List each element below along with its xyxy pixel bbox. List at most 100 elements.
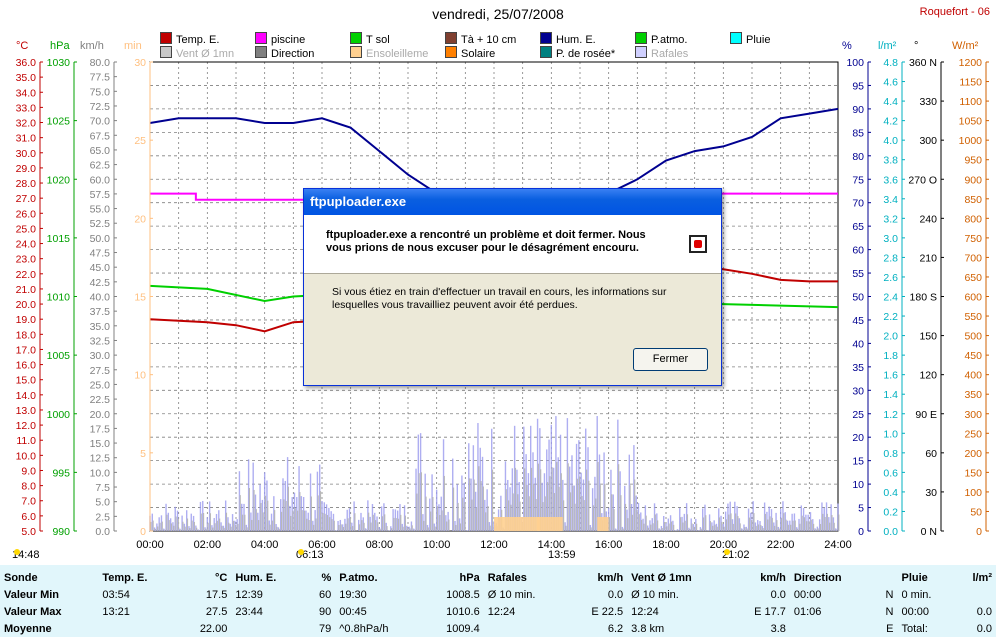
axis-tick-label: 28.0: [16, 178, 37, 190]
stats-cell: 19:30: [339, 588, 367, 601]
stats-cell: 79: [319, 622, 332, 635]
stats-header-cell: %: [321, 571, 332, 584]
stats-row-avg: Moyenne 22.00 79 ^0.8hPa/h 1009.4 6.2 3.8 km 3.…: [0, 620, 996, 637]
axis-tick-label: 300: [964, 409, 982, 421]
axis-tick-label: 22.5: [90, 394, 111, 406]
sun-times: 14:48 06:13 13:59 21:02: [12, 549, 750, 561]
stats-cell: 1010.6: [446, 605, 480, 618]
axis-tick-label: 45: [852, 315, 864, 327]
axis-tick-label: 1025: [47, 116, 71, 128]
sunshine-bar: [494, 517, 540, 531]
stats-header-row: Sonde Temp. E. °C Hum. E.% P.atmo. hPa Rafales…: [0, 569, 996, 586]
legend-swatch: [160, 46, 172, 58]
legend-swatch: [350, 32, 362, 44]
legend-item: Temp. E.: [160, 32, 219, 46]
axis-tick-label: 950: [964, 155, 982, 167]
axis-tick-label: 35.0: [90, 321, 111, 333]
axis-tick-label: 77.5: [90, 72, 111, 84]
axis-tick-label: 850: [964, 194, 982, 206]
legend-item: Direction: [255, 46, 314, 60]
legend-label: piscine: [271, 34, 306, 46]
hour-label: 08:00: [366, 539, 394, 549]
axis-tick-label: 180 S: [910, 292, 937, 304]
axis-tick-label: 15: [134, 292, 146, 304]
unit-pct: %: [842, 40, 852, 52]
legend-item: Vent Ø 1mn: [160, 46, 234, 60]
axis-tick-label: 29.0: [16, 163, 37, 175]
axis-tick-label: 75: [852, 174, 864, 186]
stats-cell: 0 min.: [901, 588, 932, 601]
stats-cell: 03:54: [102, 588, 130, 601]
axis-tick-label: 2.6: [883, 272, 898, 284]
stats-cell: E 22.5: [591, 605, 624, 618]
axis-tick-label: 0: [140, 526, 146, 538]
axis-tick-label: 32.5: [90, 335, 111, 347]
axis-tick-label: 0.4: [883, 487, 898, 499]
axis-tick-label: 90: [852, 104, 864, 116]
axis-tick-label: 900: [964, 174, 982, 186]
axis-tick-label: 330: [919, 96, 937, 108]
axis-tick-label: 650: [964, 272, 982, 284]
axis-tick-label: 80: [852, 151, 864, 163]
axis-tick-label: 35.0: [16, 72, 37, 84]
axis-tick-label: 20: [852, 432, 864, 444]
legend-item: Rafales: [635, 46, 688, 60]
axis-tick-label: 210: [919, 252, 937, 264]
axis-tick-label: 27.5: [90, 365, 111, 377]
legend-item: Hum. E.: [540, 32, 596, 46]
legend-swatch: [160, 32, 172, 44]
stats-header-cell: Vent Ø 1mn: [631, 571, 692, 584]
axis-tick-label: 4.2: [883, 116, 898, 128]
axis-tick-label: 18.0: [16, 329, 37, 341]
stats-cell: 00:00: [793, 588, 822, 601]
sunshine-bar: [597, 517, 609, 531]
legend-item: T sol: [350, 32, 390, 46]
legend-label: T sol: [366, 34, 390, 46]
legend-item: Tà + 10 cm: [445, 32, 516, 46]
stats-header-cell: Temp. E.: [102, 571, 148, 584]
axis-tick-label: 16.0: [16, 360, 37, 372]
hour-label: 18:00: [652, 539, 680, 549]
sun-icon: [298, 549, 304, 555]
axis-tick-label: 2.0: [883, 331, 898, 343]
stats-cell: 22.00: [199, 622, 228, 635]
axis-tick-label: 25: [852, 409, 864, 421]
stats-header-cell: km/h: [760, 571, 786, 584]
stats-cell: Ø 10 min.: [631, 588, 679, 601]
axis-tick-label: 3.0: [883, 233, 898, 245]
wind-bars: [149, 416, 840, 531]
axis-tick-label: 100: [964, 487, 982, 499]
axis-tick-label: 30: [852, 385, 864, 397]
legend-item: piscine: [255, 32, 305, 46]
chart-title: vendredi, 25/07/2008: [432, 6, 564, 22]
axis-tick-label: 0: [858, 526, 864, 538]
axis-tick-label: 55.0: [90, 204, 111, 216]
axis-tick-label: 1150: [959, 77, 982, 89]
axis-tick-label: 45.0: [90, 262, 111, 274]
stats-cell: [98, 620, 178, 637]
axis-tick-label: 20.0: [16, 299, 37, 311]
axis-tick-label: 27.0: [16, 193, 37, 205]
axis-tick-label: 23.0: [16, 254, 37, 266]
axis-tick-label: 4.8: [883, 57, 898, 69]
axis-tick-label: 90 E: [915, 409, 937, 421]
axis-tick-label: 15: [852, 456, 864, 468]
stats-cell: E 17.7: [754, 605, 786, 618]
axis-tick-label: 800: [964, 213, 982, 225]
hour-label: 24:00: [824, 539, 852, 549]
axis-tick-label: 20: [134, 213, 146, 225]
axis-tick-label: 55: [852, 268, 864, 280]
error-icon: [689, 235, 707, 253]
unit-hpa: hPa: [50, 40, 70, 52]
axis-tick-label: 3.6: [883, 174, 898, 186]
close-button[interactable]: Fermer: [633, 348, 708, 371]
legend-label: Hum. E.: [556, 34, 596, 46]
axis-tick-label: 300: [919, 135, 937, 147]
dialog-message: ftpuploader.exe a rencontré un problème …: [326, 229, 646, 254]
error-mark: [694, 240, 702, 248]
stats-cell: 12:24: [631, 605, 659, 618]
axis-tick-label: 4.6: [883, 77, 898, 89]
stats-cell: 3.8: [770, 622, 786, 635]
unit-min: min: [124, 40, 142, 52]
axis-tick-label: 1.0: [883, 428, 898, 440]
